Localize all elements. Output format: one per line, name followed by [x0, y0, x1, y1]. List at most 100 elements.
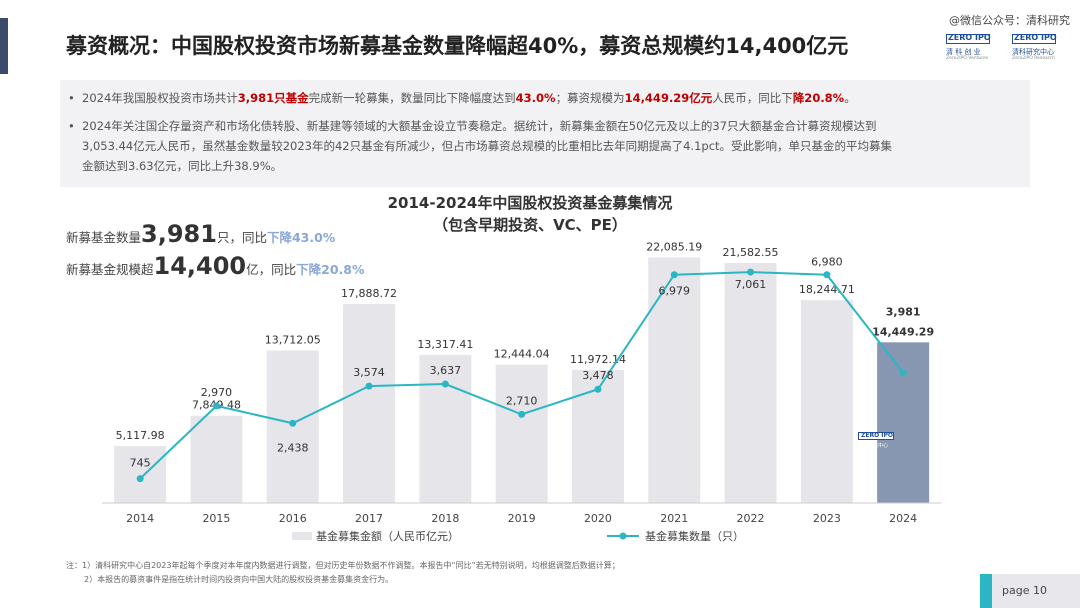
logo-box	[1012, 34, 1056, 44]
bullet-text: 人民币，同比下	[712, 91, 793, 105]
count-label-2021: 6,979	[659, 285, 691, 298]
logo-box-text: ZERO IPO	[948, 33, 991, 42]
bullet-dot: •	[68, 119, 75, 133]
bar-label-2024: 14,449.29	[872, 325, 934, 338]
kpi-change: 下降20.8%	[296, 262, 365, 277]
x-tick-2024: 2024	[889, 512, 917, 525]
logos: ZERO IPO 清 科 创 业 Zero2IPO Ventures ZERO …	[942, 33, 1070, 64]
bullet-2: • 2024年关注国企存量资产和市场化债转股、新基建等领域的大额基金设立节奏稳定。…	[68, 116, 1018, 176]
legend-bar-swatch	[292, 532, 312, 540]
kpi-value: 14,400	[153, 252, 247, 280]
x-tick-2015: 2015	[202, 512, 230, 525]
count-point-2014	[136, 475, 144, 483]
bullet-text: 2024年我国股权投资市场共计	[82, 91, 238, 105]
x-tick-2022: 2022	[737, 512, 765, 525]
page-accent-bar	[980, 574, 992, 608]
bullet-line: 3,053.44亿元人民币，虽然基金数量较2023年的42只基金有所减少，但占市…	[82, 139, 893, 153]
count-label-2017: 3,574	[353, 366, 385, 379]
zero2ipo-research-logo: ZERO IPO 清科研究中心 Zero2IPO Research	[1008, 33, 1070, 64]
x-tick-2017: 2017	[355, 512, 383, 525]
count-label-2014: 745	[130, 457, 151, 470]
page-number-bg	[992, 574, 1080, 608]
logo-en: Zero2IPO Ventures	[946, 56, 989, 61]
bullet-text: ；募资规模为	[555, 91, 625, 105]
bullet-1: • 2024年我国股权投资市场共计3,981只基金完成新一轮募集，数量同比下降幅度…	[68, 88, 856, 108]
chart-stamp-logo: ZERO IPO 清科研究中心	[858, 432, 898, 454]
chart-title-line-1: 2014-2024年中国股权投资基金募集情况	[387, 194, 673, 212]
bar-label-2021: 22,085.19	[646, 240, 702, 253]
bar-label-2017: 17,888.72	[341, 287, 397, 300]
legend-bar-label: 基金募集金额（人民币亿元）	[316, 529, 459, 543]
kpi-unit: 亿，同比	[246, 262, 297, 277]
x-tick-2021: 2021	[660, 512, 688, 525]
bar-label-2022: 21,582.55	[723, 246, 779, 259]
bar-2021	[648, 257, 701, 503]
highlight-amount-decline: 降20.8%	[792, 91, 845, 105]
logo-cn: 清科研究中心	[1012, 48, 1054, 56]
bullet-dot: •	[68, 91, 75, 105]
logo-en: Zero2IPO Research	[1012, 56, 1055, 61]
count-point-2020	[594, 385, 602, 393]
bullet-text: 。	[844, 91, 856, 105]
count-label-2016: 2,438	[277, 441, 309, 454]
bar-label-2019: 12,444.04	[494, 348, 550, 361]
zero2ipo-ventures-logo: ZERO IPO 清 科 创 业 Zero2IPO Ventures	[942, 33, 1004, 64]
page-title: 募资概况：中国股权投资市场新募基金数量降幅超40%，募资总规模约14,400亿元	[66, 34, 849, 58]
logo-box	[946, 34, 990, 44]
left-accent-bar	[0, 18, 8, 74]
count-point-2023	[823, 271, 831, 279]
kpi-label: 新募基金规模超	[66, 262, 154, 277]
count-label-2024: 3,981	[886, 305, 921, 318]
bar-label-2023: 18,244.71	[799, 283, 855, 296]
x-tick-2020: 2020	[584, 512, 612, 525]
legend-line-marker	[619, 532, 627, 540]
count-point-2016	[289, 419, 297, 427]
stamp-cn: 清科研究中心	[858, 443, 889, 449]
count-point-2017	[365, 382, 373, 390]
kpi-unit: 只，同比	[216, 230, 267, 245]
watermark: @微信公众号：清科研究	[949, 14, 1070, 27]
count-point-2024	[899, 369, 907, 377]
count-label-2022: 7,061	[735, 278, 767, 291]
bullet-text: 2024年关注国企存量资产和市场化债转股、新基建等领域的大额基金设立节奏稳定。据…	[82, 119, 877, 133]
bar-2017	[343, 304, 396, 503]
count-label-2020: 3,478	[582, 369, 614, 382]
x-tick-2019: 2019	[508, 512, 536, 525]
bar-2019	[495, 364, 548, 503]
x-tick-2023: 2023	[813, 512, 841, 525]
count-label-2018: 3,637	[430, 364, 462, 377]
stamp-box: ZERO IPO	[858, 432, 894, 440]
count-point-2018	[441, 380, 449, 388]
bar-2018	[419, 354, 472, 503]
count-label-2019: 2,710	[506, 394, 538, 407]
kpi-value: 3,981	[141, 220, 217, 248]
count-label-2015: 2,970	[201, 386, 233, 399]
page-number-area: page 10	[980, 574, 1080, 608]
legend-line-label: 基金募集数量（只）	[645, 529, 744, 543]
summary-box: • 2024年我国股权投资市场共计3,981只基金完成新一轮募集，数量同比下降幅度…	[60, 80, 1030, 187]
page-number: page 10	[1002, 584, 1047, 597]
count-point-2022	[747, 268, 755, 276]
highlight-fund-count: 3,981只基金	[237, 91, 309, 105]
x-tick-2016: 2016	[279, 512, 307, 525]
bar-label-2014: 5,117.98	[116, 429, 165, 442]
footnote-2: 2）本报告的募资事件是指在统计时间内投资向中国大陆的股权投资基金募集资金行为。	[84, 575, 394, 584]
kpi-label: 新募基金数量	[66, 230, 142, 245]
bar-2024	[877, 342, 930, 503]
x-tick-2018: 2018	[431, 512, 459, 525]
logo-box-text: ZERO IPO	[1014, 33, 1057, 42]
bar-label-2020: 11,972.14	[570, 353, 626, 366]
chart-title-line-2: （包含早期投资、VC、PE）	[433, 216, 627, 234]
kpi-change: 下降43.0%	[266, 230, 336, 245]
bar-2014	[114, 446, 167, 503]
chart-title: 2014-2024年中国股权投资基金募集情况 （包含早期投资、VC、PE）	[270, 192, 790, 236]
kpi-fund-count: 新募基金数量3,981只，同比下降43.0%	[66, 220, 335, 248]
highlight-count-decline: 43.0%	[515, 91, 556, 105]
count-point-2015	[212, 402, 220, 410]
bar-2015	[190, 415, 243, 503]
bullet-line: 金额达到3.63亿元，同比上升38.9%。	[82, 159, 283, 173]
kpi-fund-amount: 新募基金规模超14,400亿，同比下降20.8%	[66, 252, 365, 280]
x-tick-2014: 2014	[126, 512, 154, 525]
footnote-1: 注：1）清科研究中心自2023年起每个季度对本年度内数据进行调整，但对历史年份数…	[66, 561, 620, 570]
